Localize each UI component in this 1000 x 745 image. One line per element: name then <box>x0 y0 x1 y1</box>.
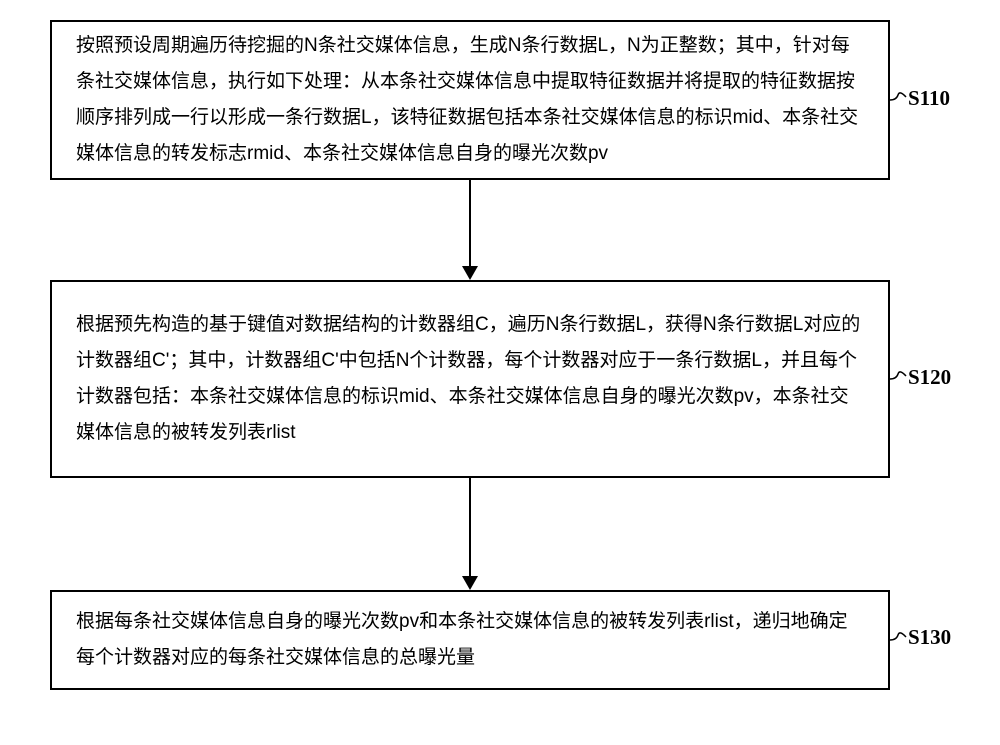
flow-box-s130: 根据每条社交媒体信息自身的曝光次数pv和本条社交媒体信息的被转发列表rlist，… <box>50 590 890 690</box>
flow-box-s120: 根据预先构造的基于键值对数据结构的计数器组C，遍历N条行数据L，获得N条行数据L… <box>50 280 890 478</box>
flow-box-text: 根据每条社交媒体信息自身的曝光次数pv和本条社交媒体信息的被转发列表rlist，… <box>76 604 864 676</box>
flow-box-text: 按照预设周期遍历待挖掘的N条社交媒体信息，生成N条行数据L，N为正整数；其中，针… <box>76 28 864 172</box>
step-label-s120: S120 <box>908 365 951 390</box>
arrow-line-0 <box>469 180 471 266</box>
connector-s120 <box>890 364 910 394</box>
connector-s130 <box>890 625 910 655</box>
connector-s110 <box>890 85 910 115</box>
flow-box-s110: 按照预设周期遍历待挖掘的N条社交媒体信息，生成N条行数据L，N为正整数；其中，针… <box>50 20 890 180</box>
step-label-s110: S110 <box>908 86 950 111</box>
arrow-line-1 <box>469 478 471 576</box>
arrow-head-0 <box>462 266 478 280</box>
flow-box-text: 根据预先构造的基于键值对数据结构的计数器组C，遍历N条行数据L，获得N条行数据L… <box>76 307 864 451</box>
arrow-head-1 <box>462 576 478 590</box>
step-label-s130: S130 <box>908 625 951 650</box>
